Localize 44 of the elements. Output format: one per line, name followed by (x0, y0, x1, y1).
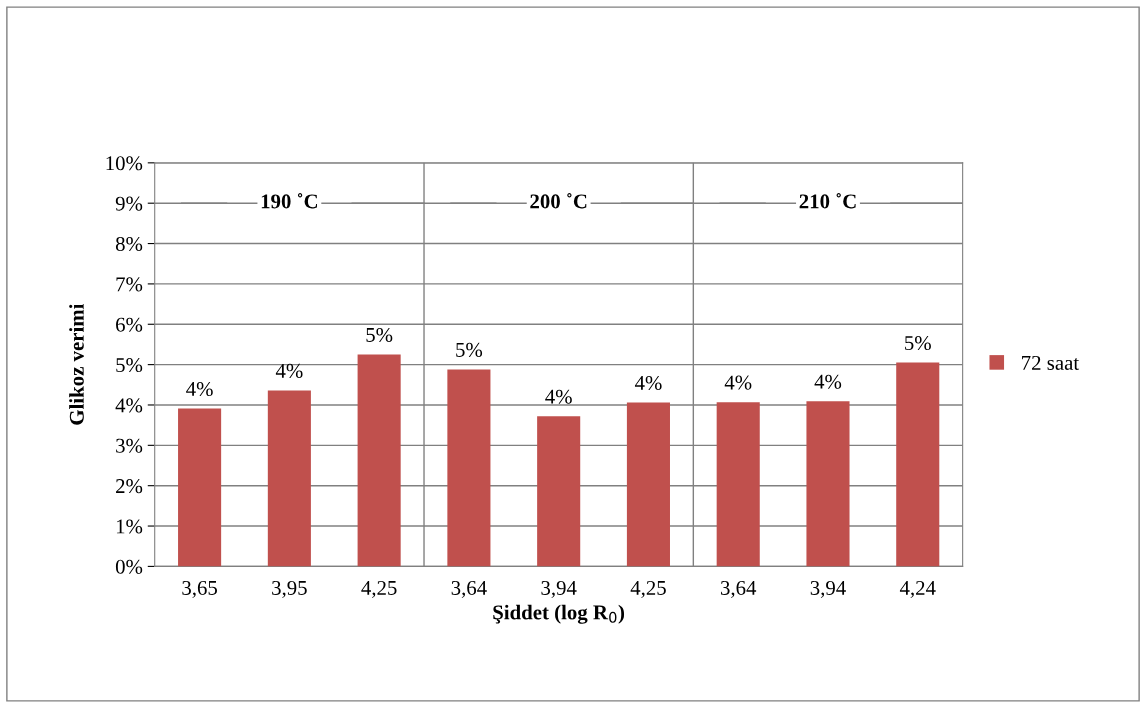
y-tick-label: 5% (116, 357, 143, 373)
x-tick-label: 3,64 (720, 580, 757, 598)
x-tick-label: 3,95 (272, 580, 307, 598)
data-label: 5% (366, 327, 393, 343)
data-label: 4% (186, 381, 213, 397)
data-label: 4% (724, 375, 752, 390)
bar (357, 354, 401, 567)
x-tick-label: 3,94 (541, 580, 577, 598)
bar (537, 416, 581, 567)
data-label: 5% (456, 342, 483, 357)
y-tick-label: 0% (115, 559, 143, 574)
y-tick-label: 1% (116, 519, 143, 534)
y-tick-label: 7% (116, 277, 143, 292)
y-tick-label: 2% (116, 479, 143, 494)
x-tick-label: 4,25 (630, 580, 666, 598)
x-tick-label: 3,65 (182, 580, 218, 598)
annotation: 210 ˚C (799, 193, 856, 209)
y-tick-label: 6% (116, 317, 143, 332)
bar (178, 408, 222, 567)
y-tick-label: 9% (115, 196, 143, 211)
bar (806, 401, 850, 567)
legend-label: 72 saat (1022, 355, 1080, 370)
x-tick-label: 3,94 (810, 580, 846, 598)
y-tick-label: 8% (115, 236, 143, 252)
y-tick-label: 4% (115, 398, 143, 413)
bar (716, 402, 760, 567)
x-tick-label: 4,25 (361, 580, 397, 598)
annotation: 190 ˚C (261, 193, 317, 209)
data-label: 4% (634, 375, 662, 391)
data-label: 4% (545, 389, 572, 404)
x-tick-label: 3,64 (451, 580, 487, 598)
y-tick-label: 10% (106, 156, 143, 171)
x-tick-label: 4,24 (899, 580, 936, 598)
annotation: 200 ˚C (530, 193, 587, 209)
y-tick-label: 3% (116, 438, 143, 453)
bar (447, 369, 491, 567)
y-axis-title: Glikoz verimi (69, 303, 84, 425)
bar (896, 362, 940, 567)
x-axis-title: Şiddet (log R$_{0}$) (493, 604, 625, 624)
data-label: 4% (814, 374, 842, 389)
bar (626, 402, 670, 567)
data-label: 4% (275, 363, 303, 378)
data-label: 5% (905, 335, 931, 351)
bar (267, 390, 311, 567)
